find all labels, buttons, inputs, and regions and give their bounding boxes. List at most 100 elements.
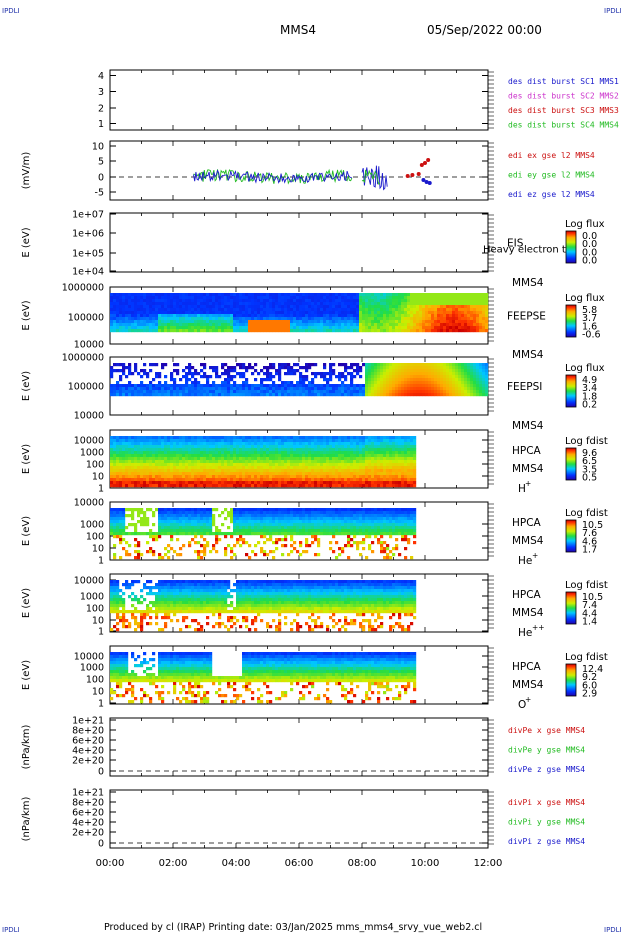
hpca_h-pixel [152,445,156,449]
feeps_i-pixel [344,384,348,388]
feeps_e-pixel [482,329,486,333]
feeps_e-pixel [221,296,225,300]
hpca_h-pixel [212,460,216,464]
feeps_i-pixel [464,363,468,367]
hpca_h-pixel [194,481,198,485]
hpca_h-pixel [245,457,249,461]
hpca_h-pixel [398,451,402,455]
hpca_h-pixel [311,466,315,470]
hpca_h-pixel [398,442,402,446]
hpca_h-pixel [197,448,201,452]
feeps_e-pixel [329,329,333,333]
feeps_i-pixel [335,387,339,391]
hpca_h-pixel [383,469,387,473]
hpca_h-pixel [227,481,231,485]
hpca_he-pixel [122,514,126,518]
feeps_e-pixel [173,296,177,300]
feeps_e-pixel [206,326,210,330]
hpca_h-pixel [197,469,201,473]
hpca_h-pixel [359,448,363,452]
feeps_e-pixel [443,329,447,333]
hpca_h-pixel [257,442,261,446]
feeps_e-pixel [341,323,345,327]
feeps_e-pixel [272,299,276,303]
hpca_h-pixel [179,457,183,461]
hpca_h-pixel [398,436,402,440]
feeps_e-pixel [197,293,201,297]
hpca_h-pixel [155,457,159,461]
hpca_h-pixel [413,481,417,485]
feeps_i-pixel [242,366,246,370]
feeps_e-pixel [236,314,240,318]
feeps_e-pixel [185,317,189,321]
feeps_i-pixel [131,387,135,391]
hpca_h-pixel [209,484,213,488]
feeps_e-pixel [440,326,444,330]
feeps_e-pixel [215,305,219,309]
hpca_h-pixel [203,478,207,482]
hpca_h-pixel [359,475,363,479]
hpca_he-pixel [122,532,126,536]
feeps_e-pixel [167,311,171,315]
feeps_i-pixel [167,387,171,391]
feeps_e-pixel [305,308,309,312]
feeps_i-pixel [245,393,249,397]
hpca_h-pixel [356,436,360,440]
burst-y-tick-label: 3 [98,87,104,98]
hpca_h-pixel [311,481,315,485]
feeps_i-pixel [371,366,375,370]
feeps_i-pixel [473,390,477,394]
feeps_e-pixel [380,311,384,315]
hpca_h-pixel [344,457,348,461]
feeps_e-pixel [221,320,225,324]
hpca_h-pixel [311,442,315,446]
hpca_h-pixel [353,472,357,476]
feeps_i-pixel [449,381,453,385]
hpca_h-pixel [203,451,207,455]
feeps_e-pixel [347,302,351,306]
feeps_e-pixel [377,311,381,315]
feeps_e-pixel [413,326,417,330]
feeps_i-pixel [131,372,135,376]
hpca_he-pixel [116,520,120,524]
feeps_e-pixel [137,311,141,315]
feeps_e-pixel [464,314,468,318]
feeps_e-pixel [380,299,384,303]
burst-legend-entry: des dist burst SC3 MMS3 [508,106,619,115]
hpca_h-pixel [158,469,162,473]
feeps_i-pixel [449,372,453,376]
feeps_i-pixel [116,363,120,367]
hpca_h-pixel [344,469,348,473]
hpca_h-pixel [188,463,192,467]
feeps_e-pixel [431,293,435,297]
feeps_e-pixel [479,326,483,330]
feeps_i-pixel [293,372,297,376]
hpca_h-pixel [149,451,153,455]
feeps_i-pixel [479,375,483,379]
feeps_i-pixel [374,387,378,391]
feeps_e-pixel [344,299,348,303]
feeps_i-pixel [365,372,369,376]
feeps_e-pixel [257,329,261,333]
feeps_i-pixel [398,375,402,379]
hpca_h-pixel [164,466,168,470]
hpca_h-pixel [188,442,192,446]
hpca_h-pixel [224,472,228,476]
hpca_h-pixel [329,451,333,455]
feeps_e-pixel [293,299,297,303]
feeps_i-pixel [437,390,441,394]
hpca_h-pixel [185,454,189,458]
feeps_i-pixel [353,384,357,388]
hpca_he-pixel [122,547,126,551]
hpca_h-pixel [236,478,240,482]
feeps_i-pixel [380,387,384,391]
feeps_e-pixel [116,293,120,297]
feeps_e-pixel [200,308,204,312]
hpca_h-pixel [386,472,390,476]
hpca_h-y-axis-label: E (eV) [21,444,32,474]
hpca_he-pixel [125,541,129,545]
feeps_i-pixel [416,375,420,379]
feeps_e-pixel [458,293,462,297]
hpca_h-pixel [158,481,162,485]
feeps_i-pixel [365,384,369,388]
